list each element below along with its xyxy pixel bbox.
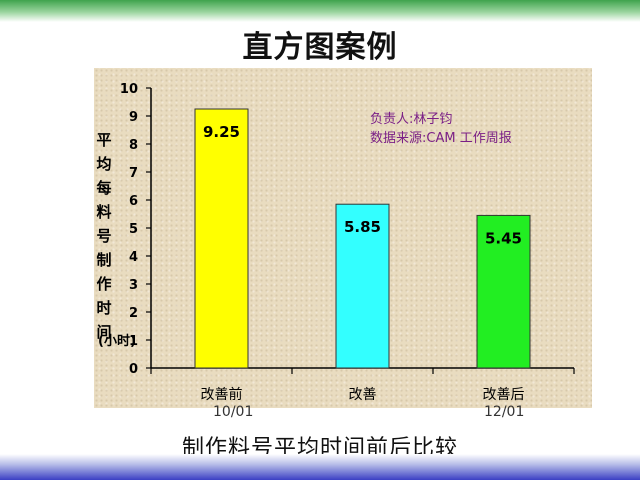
date-label-start: 10/01 [213,404,254,420]
y-tick-label: 7 [129,166,138,181]
bottom-gradient-band [0,454,640,480]
bar-2 [335,203,390,369]
y-tick-label: 1 [129,334,138,349]
date-label-end: 12/01 [484,404,525,420]
y-tick-label: 9 [129,110,138,125]
category-label-3: 改善后 [483,387,525,403]
data-label-3: 5.45 [485,229,522,247]
y-axis-unit: (小时) [98,334,136,349]
y-tick-label: 6 [129,194,138,209]
y-tick-label: 10 [120,82,138,97]
bar-chart: 0 1 2 3 4 5 6 7 8 9 10 9.25 改善前 5.85 改善 5.45 改善后 [120,82,575,403]
annotation-owner: 负责人:林子钧 [370,112,453,127]
slide-title: 直方图案例 [242,30,398,65]
category-label-2: 改善 [349,387,377,403]
y-tick-label: 3 [129,278,138,293]
y-tick-label: 8 [129,138,138,153]
data-label-1: 9.25 [203,123,240,141]
y-tick-label: 0 [129,362,138,377]
data-label-2: 5.85 [344,218,381,236]
y-axis-label: 平均每料号制作时间 [96,131,112,341]
top-gradient-band [0,0,640,22]
annotation-source: 数据来源:CAM 工作周报 [370,131,512,146]
chart-annotation: 负责人:林子钧 数据来源:CAM 工作周报 [370,110,512,148]
y-tick-label: 5 [129,222,138,237]
chart-area: 0 1 2 3 4 5 6 7 8 9 10 9.25 改善前 5.85 改善 5.45 改善后 [94,68,592,408]
category-label-1: 改善前 [201,386,243,403]
y-tick-label: 2 [129,306,138,321]
bar-3 [476,214,531,369]
bar-1 [194,108,249,369]
y-tick-label: 4 [129,250,138,265]
